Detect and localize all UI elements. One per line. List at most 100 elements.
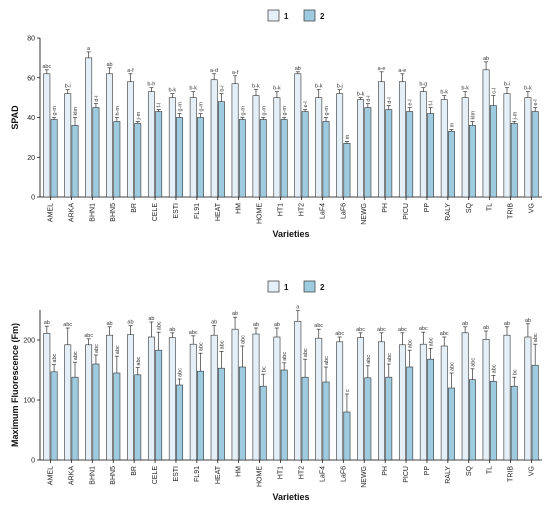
sig-label: a-f xyxy=(127,68,134,74)
sig-label: d-l xyxy=(94,95,100,101)
bar-newg-series-2 xyxy=(364,377,372,461)
legend-swatch-2 xyxy=(303,280,316,293)
x-tick-label-pp: PP xyxy=(424,203,431,213)
bar-tl-series-2 xyxy=(489,105,497,198)
legend-label-2: 2 xyxy=(320,283,325,292)
sig-label: ab xyxy=(107,62,113,68)
sig-label: g-m xyxy=(282,106,288,116)
bar-hm-series-1 xyxy=(231,83,239,198)
legend-label-2: 2 xyxy=(320,12,325,21)
sig-label: abc xyxy=(533,333,539,342)
x-tick-label-ht1: HT1 xyxy=(278,203,285,216)
sig-label: bc xyxy=(261,366,267,372)
y-tick-label: 100 xyxy=(23,398,35,405)
bar-cele-series-2 xyxy=(155,349,163,461)
legend-swatch-1 xyxy=(267,280,280,293)
x-tick-label-bhn1: BHN1 xyxy=(89,466,96,485)
bar-ht2-series-2 xyxy=(301,111,309,198)
bar-amel-series-1 xyxy=(43,73,51,198)
bar-laf4-series-2 xyxy=(322,121,330,198)
y-tick-label: 0 xyxy=(31,195,35,202)
x-axis-title: Varieties xyxy=(272,492,309,502)
sig-label: abc xyxy=(189,330,198,336)
sig-label: a-f xyxy=(232,70,239,76)
x-tick-label-bhn1: BHN1 xyxy=(89,203,96,222)
sig-label: ab xyxy=(169,327,175,333)
bar-ph-series-1 xyxy=(378,341,385,461)
sig-label: ab xyxy=(127,320,133,326)
y-tick-label: 20 xyxy=(27,155,35,162)
bar-esti-series-1 xyxy=(168,337,176,461)
sig-label: abc xyxy=(366,355,372,364)
x-tick-label-bhn5: BHN5 xyxy=(110,466,117,485)
bar-bhn5-series-1 xyxy=(106,334,114,461)
x-tick-label-esti: ESTI xyxy=(173,203,180,219)
x-tick-label-cele: CELE xyxy=(152,203,159,222)
bar-br-series-2 xyxy=(134,374,142,461)
x-tick-label-pp: PP xyxy=(424,466,431,476)
sig-label: abc xyxy=(314,323,323,329)
bar-trib-series-2 xyxy=(510,123,518,198)
sig-label: b-i xyxy=(504,82,510,88)
sig-label: j-m xyxy=(136,111,142,120)
bar-heat-series-1 xyxy=(210,334,218,461)
x-tick-label-newg: NEWG xyxy=(361,203,368,225)
sig-label: ab xyxy=(44,320,50,326)
bar-heat-series-2 xyxy=(217,101,225,198)
bar-vg-series-2 xyxy=(531,364,539,461)
sig-label: abc xyxy=(387,353,393,362)
sig-label: abc xyxy=(84,333,93,339)
bar-laf4-series-1 xyxy=(315,97,323,198)
bar-picu-series-2 xyxy=(406,111,414,198)
x-tick-label-esti: ESTI xyxy=(173,466,180,482)
bar-bhn1-series-1 xyxy=(85,344,93,461)
sig-label: abc xyxy=(199,342,205,351)
x-tick-label-sq: SQ xyxy=(466,465,473,476)
sig-label: b-i xyxy=(65,84,71,90)
sig-label: abc xyxy=(282,352,288,361)
bar-laf4-series-2 xyxy=(322,381,330,461)
sig-label: ab xyxy=(253,322,259,328)
x-tick-label-ph: PH xyxy=(382,203,389,213)
sig-label: abc xyxy=(42,64,51,70)
sig-label: klm xyxy=(470,111,476,120)
sig-label: ab xyxy=(504,321,510,327)
legend-swatch-1 xyxy=(267,9,280,22)
bar-bhn1-series-1 xyxy=(85,57,93,198)
sig-label: ab xyxy=(462,321,468,327)
y-tick-label: 200 xyxy=(23,338,35,345)
x-tick-label-tl: TL xyxy=(487,466,494,474)
x-tick-label-hm: HM xyxy=(236,203,243,214)
sig-label: d-l xyxy=(387,97,393,103)
sig-label: abc xyxy=(94,344,100,353)
bar-ht1-series-2 xyxy=(280,369,288,461)
sig-label: b-k xyxy=(273,86,281,92)
bar-laf6-series-2 xyxy=(343,143,351,198)
bar-home-series-1 xyxy=(252,333,260,461)
bar-ht1-series-1 xyxy=(273,97,281,198)
bar-br-series-2 xyxy=(134,123,142,198)
bar-fl91-series-1 xyxy=(189,97,197,198)
bar-cele-series-1 xyxy=(147,91,155,198)
sig-label: abc xyxy=(219,340,225,349)
bar-br-series-1 xyxy=(127,334,134,461)
sig-label: b-i xyxy=(219,86,225,92)
sig-label: f-l xyxy=(429,101,435,106)
bar-esti-series-2 xyxy=(176,117,184,198)
bar-hm-series-2 xyxy=(238,119,246,198)
bar-ht1-series-2 xyxy=(280,119,288,198)
bar-tl-series-2 xyxy=(489,381,497,461)
sig-label: klm xyxy=(73,107,79,116)
bar-raly-series-1 xyxy=(440,345,448,461)
bar-pp-series-1 xyxy=(419,91,427,198)
sig-label: abc xyxy=(178,368,184,377)
y-tick-label: 40 xyxy=(27,115,35,122)
sig-label: abc xyxy=(440,331,449,337)
sig-label: b-k xyxy=(315,84,323,90)
y-tick-label: 0 xyxy=(31,458,35,465)
legend-swatch-2 xyxy=(303,9,316,22)
sig-label: e-l xyxy=(533,99,539,105)
bar-trib-series-1 xyxy=(503,93,511,198)
sig-label: b-k xyxy=(461,86,469,92)
